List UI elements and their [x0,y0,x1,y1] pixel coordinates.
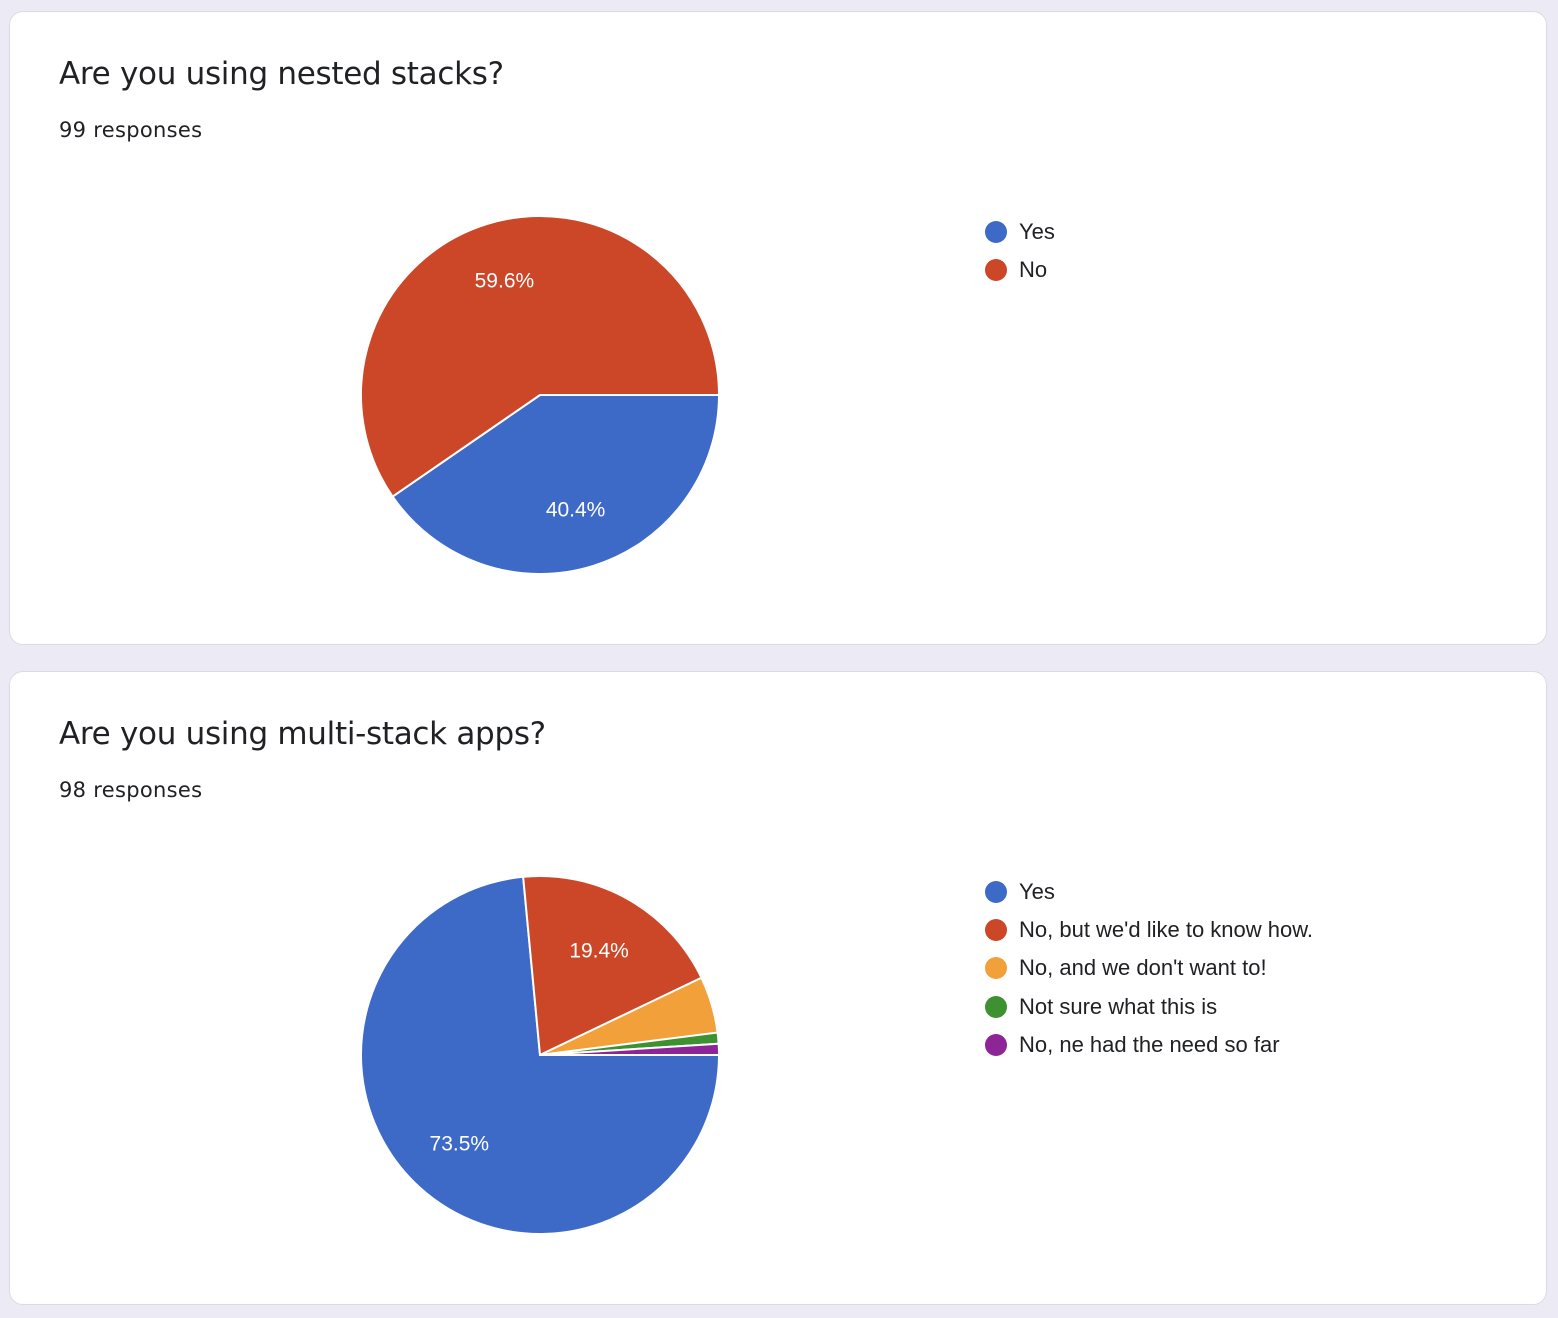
slice-percent-label: 73.5% [430,1133,490,1156]
slice-percent-label: 40.4% [546,499,606,522]
chart-card-multi-stack-apps: Are you using multi-stack apps? 98 respo… [9,671,1547,1305]
response-count: 98 responses [59,778,203,802]
legend-label: Not sure what this is [1019,993,1218,1019]
pie-chart: 73.5% 19.4% [360,875,721,1235]
legend-label: No, and we don't want to! [1019,955,1267,981]
pie-slice-no-ne-had-the-need-so-far[interactable] [539,1042,721,1056]
legend-item-no-but-we-d-like-to-know-how: No, but we'd like to know how. [985,911,1313,949]
chart-legend: Yes No, but we'd like to know how. No, and… [985,873,1313,1064]
legend-swatch [985,259,1007,282]
legend-item-no: No [985,251,1055,289]
legend-label: No, ne had the need so far [1019,1031,1280,1057]
legend-swatch [985,957,1007,980]
legend-swatch [985,995,1007,1018]
legend-label: No, but we'd like to know how. [1019,917,1314,943]
legend-item-no-and-we-don-t-want-to: No, and we don't want to! [985,949,1313,987]
pie-slice-no-but-we-d-like-to-know-how[interactable] [522,875,703,1056]
legend-swatch [985,221,1007,244]
question-title: Are you using nested stacks? [59,56,504,92]
pie-chart: 40.4% 59.6% [360,215,720,575]
legend-label: Yes [1019,879,1055,905]
response-count: 99 responses [59,118,203,142]
legend-item-no-ne-had-the-need-so-far: No, ne had the need so far [985,1026,1313,1064]
legend-item-yes: Yes [985,873,1313,911]
pie-slice-no[interactable] [360,215,720,498]
question-title: Are you using multi-stack apps? [59,716,546,752]
legend-label: Yes [1019,219,1055,245]
legend-swatch [985,1033,1007,1056]
legend-label: No [1019,257,1048,283]
chart-legend: Yes No [985,213,1055,289]
legend-swatch [985,881,1007,904]
slice-percent-label: 19.4% [569,940,629,963]
pie-slice-yes[interactable] [391,394,720,575]
legend-item-yes: Yes [985,213,1055,251]
chart-card-nested-stacks: Are you using nested stacks? 99 response… [9,11,1547,645]
slice-percent-label: 59.6% [475,270,535,293]
legend-item-not-sure-what-this-is: Not sure what this is [985,988,1313,1026]
legend-swatch [985,919,1007,942]
